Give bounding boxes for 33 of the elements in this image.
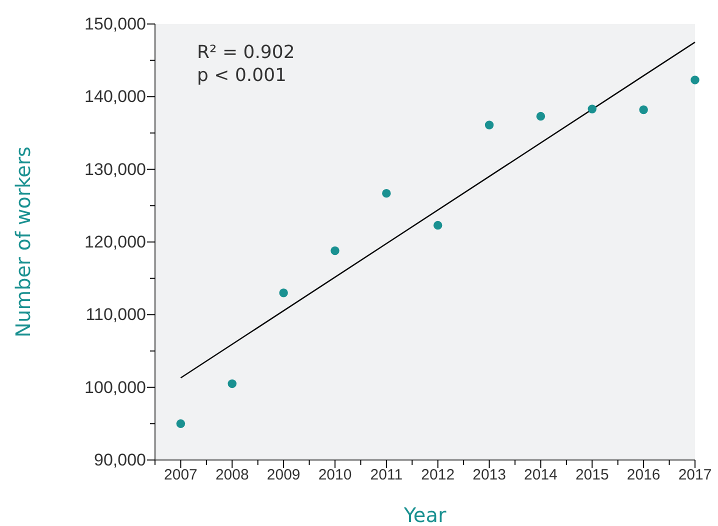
x-tick-label: 2016 [626,466,660,484]
y-tick-label: 130,000 [84,160,146,179]
point [279,288,288,298]
point [433,220,442,230]
annotation: p < 0.001 [197,65,286,86]
point [382,188,391,198]
x-axis-title: Year [402,503,447,526]
y-tick-label: 140,000 [84,87,146,106]
y-tick-label: 150,000 [84,14,146,34]
point [330,246,340,256]
x-tick-label: 2007 [164,466,198,484]
x-tick-label: 2017 [678,466,712,484]
y-tick-label: 100,000 [84,378,146,397]
y-tick-label: 110,000 [86,305,146,324]
y-axis-title: Number of workers [11,146,35,338]
point [536,112,546,121]
x-tick-label: 2012 [421,466,455,484]
x-tick-label: 2013 [472,466,506,484]
point [176,419,186,428]
point [690,76,700,84]
x-tick-label: 2014 [524,466,558,484]
y-tick-label: 120,000 [84,232,146,252]
x-tick-label: 2009 [266,466,300,484]
point [484,120,494,130]
x-tick-label: 2011 [370,466,403,484]
annotation: R² = 0.902 [197,42,295,63]
x-tick-label: 2008 [215,466,249,484]
point [639,105,648,114]
point [588,104,597,114]
y-tick-label: 90,000 [94,450,146,470]
point [228,379,237,388]
x-tick-label: 2010 [318,466,352,484]
x-tick-label: 2015 [575,466,609,484]
